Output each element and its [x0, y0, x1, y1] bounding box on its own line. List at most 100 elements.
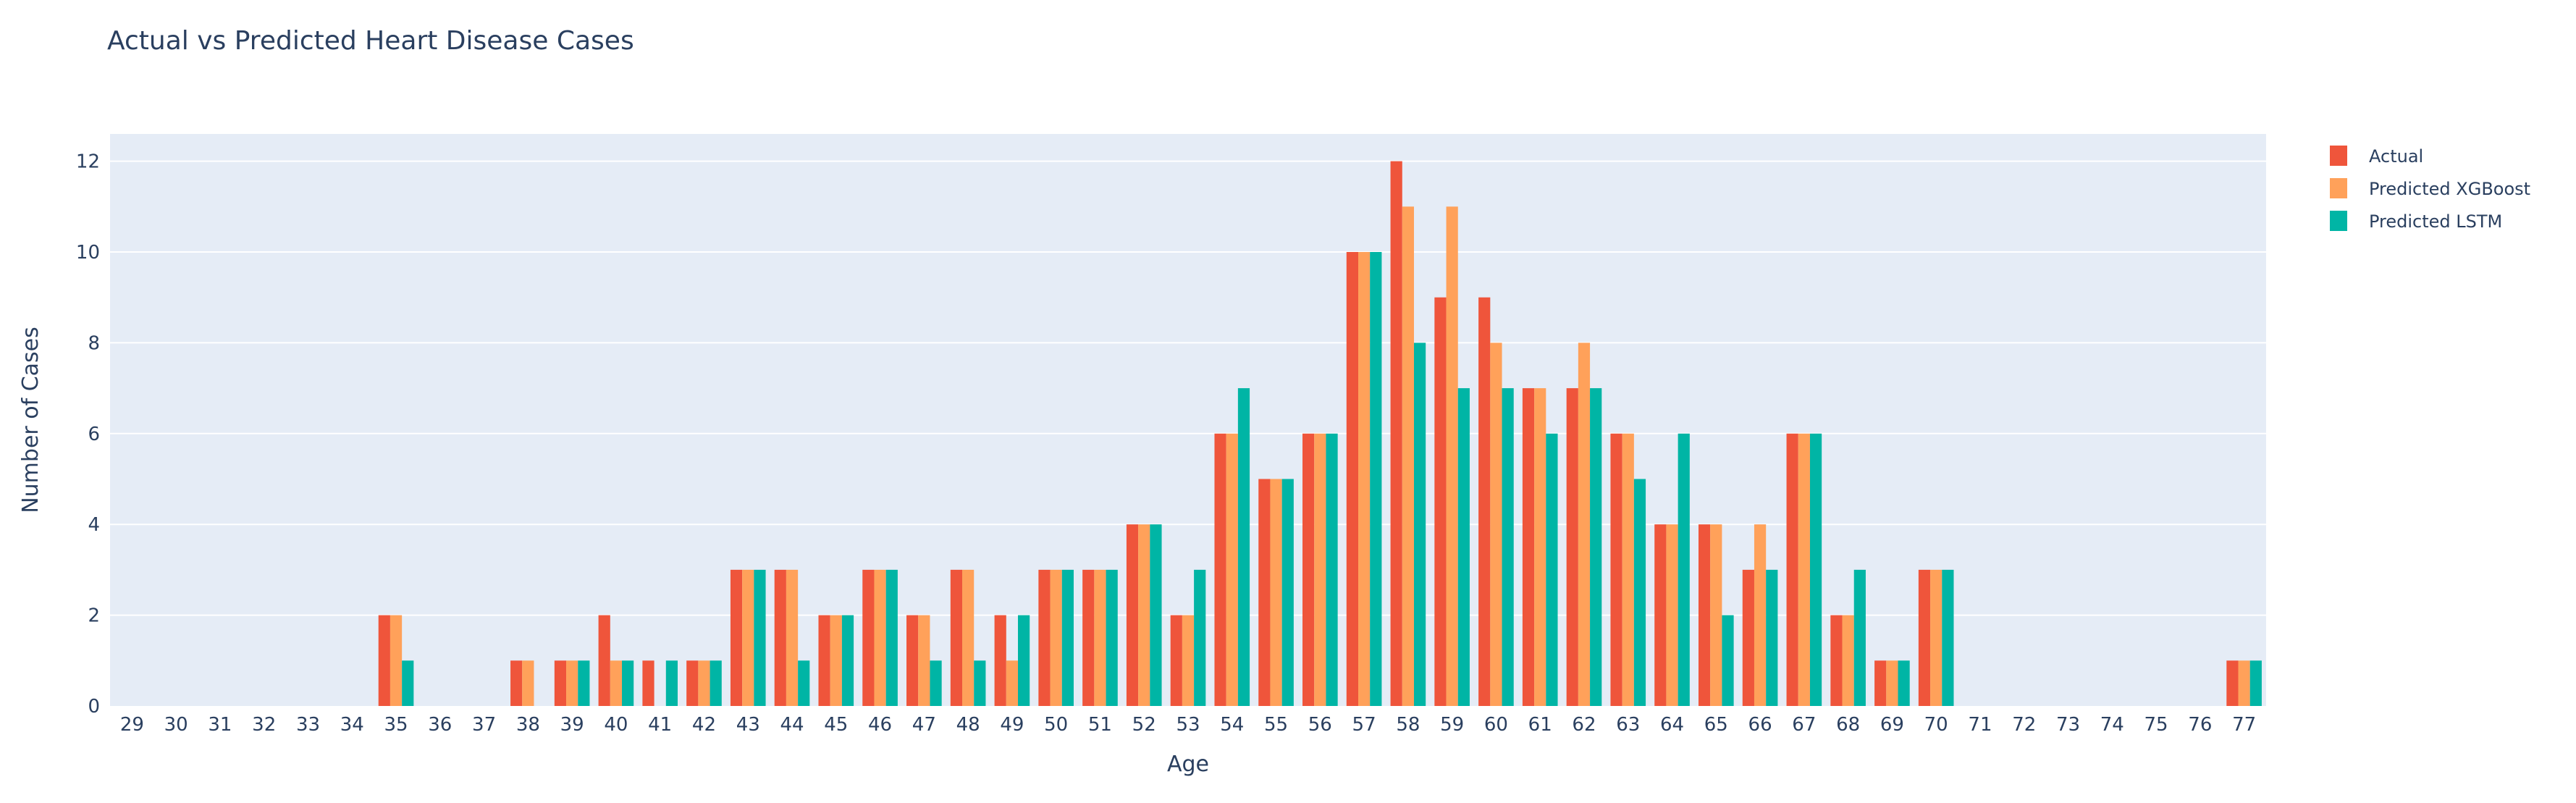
bar — [378, 615, 390, 706]
bar — [1590, 388, 1602, 706]
bar — [1809, 433, 1822, 706]
bar — [1150, 524, 1162, 706]
x-tick-label: 54 — [1220, 714, 1244, 736]
bar — [1742, 569, 1754, 706]
x-tick-label: 75 — [2144, 714, 2168, 736]
x-tick-label: 49 — [1000, 714, 1024, 736]
x-tick-label: 67 — [1792, 714, 1816, 736]
x-tick-label: 76 — [2188, 714, 2212, 736]
legend-label: Predicted XGBoost — [2369, 179, 2530, 199]
chart-title: Actual vs Predicted Heart Disease Cases — [107, 26, 634, 56]
y-tick-label: 2 — [88, 605, 100, 627]
x-tick-label: 62 — [1572, 714, 1596, 736]
plot-area — [110, 134, 2266, 706]
bar — [1006, 660, 1019, 706]
bar — [798, 660, 810, 706]
bar — [2238, 660, 2250, 706]
bar — [1314, 433, 1326, 706]
y-tick-label: 4 — [88, 514, 100, 536]
x-axis-title: Age — [1167, 752, 1209, 777]
x-tick-label: 42 — [692, 714, 716, 736]
legend-swatch — [2330, 211, 2347, 231]
x-tick-label: 43 — [736, 714, 760, 736]
bar — [1522, 388, 1535, 706]
bar — [774, 569, 786, 706]
bar — [1830, 615, 1843, 706]
x-tick-label: 63 — [1616, 714, 1640, 736]
x-tick-label: 29 — [120, 714, 144, 736]
bar — [1710, 524, 1722, 706]
bar — [885, 569, 898, 706]
bar — [1390, 161, 1402, 707]
bar — [402, 660, 414, 706]
x-tick-label: 34 — [340, 714, 364, 736]
bar — [1842, 615, 1854, 706]
bar — [1094, 569, 1106, 706]
bar — [906, 615, 919, 706]
y-tick-label: 8 — [88, 332, 100, 354]
x-tick-label: 38 — [516, 714, 540, 736]
x-tick-label: 56 — [1308, 714, 1332, 736]
x-tick-label: 53 — [1176, 714, 1200, 736]
x-tick-label: 55 — [1264, 714, 1288, 736]
bar — [841, 615, 854, 706]
bar — [1302, 433, 1315, 706]
bar — [1270, 479, 1282, 706]
x-tick-label: 50 — [1044, 714, 1068, 736]
x-tick-label: 57 — [1352, 714, 1376, 736]
y-tick-label: 12 — [76, 151, 100, 173]
bar — [730, 569, 743, 706]
legend-label: Actual — [2369, 146, 2423, 167]
bar — [1106, 569, 1118, 706]
bar — [1434, 297, 1447, 706]
bar — [566, 660, 578, 706]
bar — [1358, 252, 1371, 706]
x-tick-label: 72 — [2012, 714, 2036, 736]
bar — [874, 569, 886, 706]
x-tick-label: 35 — [384, 714, 408, 736]
x-tick-label: 31 — [208, 714, 232, 736]
x-tick-label: 51 — [1088, 714, 1112, 736]
bar — [950, 569, 963, 706]
bar — [1786, 433, 1798, 706]
bar — [1633, 479, 1646, 706]
bar — [1194, 569, 1206, 706]
x-tick-label: 48 — [956, 714, 980, 736]
x-tick-label: 37 — [472, 714, 496, 736]
x-tick-label: 30 — [164, 714, 188, 736]
x-tick-label: 61 — [1528, 714, 1552, 736]
y-axis-title: Number of Cases — [18, 327, 43, 513]
bar — [1226, 433, 1238, 706]
x-tick-label: 66 — [1748, 714, 1772, 736]
x-tick-label: 32 — [252, 714, 276, 736]
x-tick-label: 58 — [1396, 714, 1420, 736]
bar — [818, 615, 830, 706]
x-tick-label: 45 — [824, 714, 848, 736]
bar — [1457, 388, 1470, 706]
bar — [1038, 569, 1051, 706]
bar — [1061, 569, 1074, 706]
bar — [862, 569, 875, 706]
bar — [1478, 297, 1491, 706]
grid — [110, 160, 2266, 616]
bar — [2226, 660, 2239, 706]
bar — [1578, 342, 1591, 706]
bar — [622, 660, 634, 706]
bar — [1754, 524, 1767, 706]
bar — [754, 569, 766, 706]
bar — [1346, 252, 1358, 706]
bar — [994, 615, 1006, 706]
bar — [1281, 479, 1294, 706]
x-tick-label: 44 — [780, 714, 804, 736]
bar — [598, 615, 610, 706]
y-tick-label: 6 — [88, 424, 100, 445]
bar — [1654, 524, 1667, 706]
bar — [2249, 660, 2262, 706]
x-tick-label: 65 — [1704, 714, 1728, 736]
bar — [1326, 433, 1338, 706]
y-axis-ticks: 0 2 4 6 8 10 12 — [76, 151, 100, 718]
x-tick-label: 46 — [868, 714, 892, 736]
bar — [786, 569, 799, 706]
bars — [378, 161, 2262, 707]
x-tick-label: 71 — [1968, 714, 1992, 736]
